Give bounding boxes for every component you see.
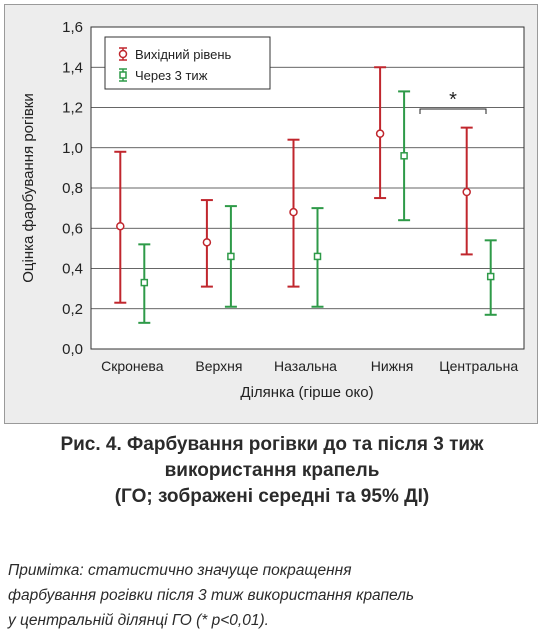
caption-line-1: Рис. 4. Фарбування рогівки до та після 3…	[60, 434, 484, 455]
errorbar-point	[114, 150, 127, 304]
significance-bracket: *	[419, 89, 487, 114]
significance-mark: *	[449, 89, 457, 111]
y-tick-label: 1,0	[62, 140, 83, 157]
errorbar-point	[311, 207, 324, 308]
errorbar-point	[287, 138, 300, 288]
caption-line-2: використання крапель	[164, 460, 380, 481]
y-tick-label: 1,6	[62, 19, 83, 36]
x-category-label: Назальна	[274, 358, 337, 374]
mean-marker	[486, 272, 495, 281]
mean-marker	[375, 129, 385, 138]
grid-layer	[91, 66, 524, 310]
legend-marker-3weeks	[119, 68, 127, 82]
mean-marker	[202, 238, 212, 247]
errorbar-point	[224, 205, 237, 308]
series-layer	[114, 66, 497, 324]
legend-label-baseline: Вихідний рівень	[135, 47, 232, 62]
legend: Вихідний рівень Через 3 тиж	[104, 36, 271, 90]
legend-box	[104, 36, 271, 90]
figure-note: Примітка: статистично значуще покращення…	[8, 558, 538, 633]
mean-marker	[400, 152, 408, 160]
mean-marker	[116, 221, 125, 231]
mean-marker	[227, 252, 235, 261]
y-tick-label: 1,4	[62, 59, 83, 76]
y-tick-label: 0,8	[62, 180, 83, 197]
y-tick-labels: 0,0 0,2 0,4 0,6 0,8 1,0 1,2 1,4 1,6	[62, 19, 83, 358]
x-category-label: Верхня	[195, 358, 242, 374]
x-category-labels: Скронева Верхня Назальна Нижня Центральна	[101, 358, 518, 374]
mean-marker	[289, 207, 298, 217]
legend-marker-baseline	[118, 47, 128, 61]
legend-label-3weeks: Через 3 тиж	[135, 68, 208, 83]
note-line-2: фарбування рогівки після 3 тиж використа…	[8, 587, 415, 604]
note-line-3: у центральній ділянці ГО (* p<0,01).	[8, 612, 269, 629]
y-tick-label: 1,2	[62, 100, 83, 117]
y-tick-label: 0,0	[62, 341, 83, 358]
errorbar-point	[398, 90, 411, 222]
y-axis-title: Оцінка фарбування рогівки	[20, 93, 37, 282]
errorbar-point	[200, 199, 213, 288]
y-tick-label: 0,4	[62, 261, 83, 278]
y-tick-label: 0,6	[62, 220, 83, 237]
mean-marker	[313, 252, 322, 261]
caption-line-3: (ГО; зображені середні та 95% ДІ)	[114, 486, 430, 507]
chart-panel: 0,0 0,2 0,4 0,6 0,8 1,0 1,2 1,4 1,6 Скронева Верх…	[4, 4, 538, 424]
mean-marker	[462, 187, 471, 197]
x-category-label: Нижня	[371, 358, 414, 374]
errorbar-point	[460, 126, 473, 256]
x-category-label: Скронева	[101, 358, 164, 374]
figure-caption: Рис. 4. Фарбування рогівки до та після 3…	[0, 432, 544, 510]
note-line-1: Примітка: статистично значуще покращення	[8, 562, 352, 579]
y-tick-label: 0,2	[62, 301, 83, 318]
errorbar-point	[374, 66, 387, 200]
mean-marker	[140, 278, 149, 287]
chart-svg: 0,0 0,2 0,4 0,6 0,8 1,0 1,2 1,4 1,6 Скронева Верх…	[20, 19, 525, 401]
x-axis-title: Ділянка (гірше око)	[240, 384, 373, 401]
errorbar-point	[138, 243, 151, 324]
errorbar-point	[484, 239, 497, 316]
x-category-label: Центральна	[439, 358, 518, 374]
